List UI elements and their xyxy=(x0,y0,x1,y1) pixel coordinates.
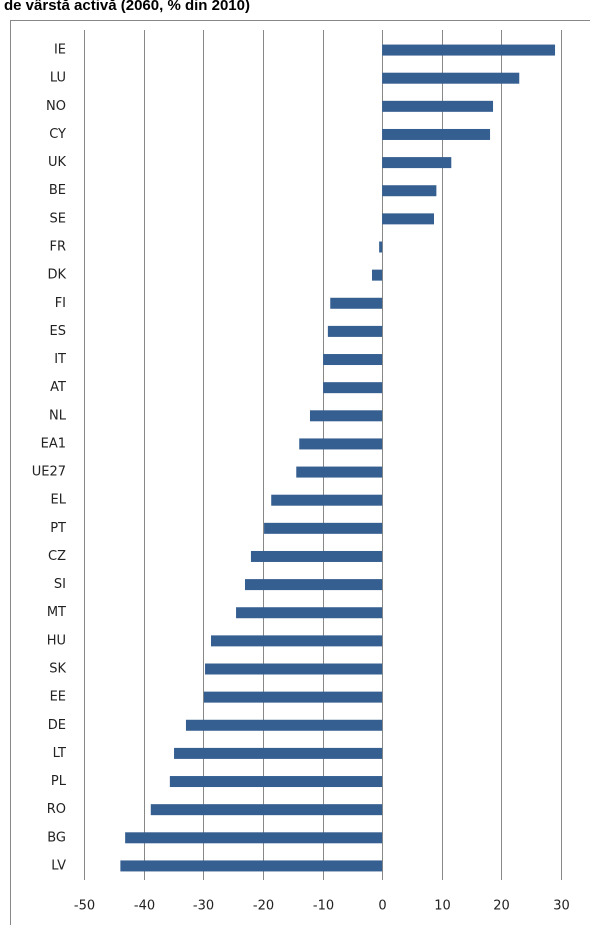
x-tick-label: 0 xyxy=(378,899,386,914)
y-tick-label: AT xyxy=(50,380,66,395)
y-tick-label: LV xyxy=(51,858,66,873)
bar xyxy=(327,325,383,337)
x-tick-label: -30 xyxy=(193,899,214,914)
y-tick-label: SI xyxy=(54,577,66,592)
x-tick-label: 10 xyxy=(434,899,451,914)
y-tick-label: BG xyxy=(47,830,66,845)
bar xyxy=(120,860,383,872)
y-tick-label: SE xyxy=(50,211,66,226)
bar xyxy=(296,466,383,478)
x-tick-label: 30 xyxy=(553,899,570,914)
x-tick-label: -50 xyxy=(74,899,95,914)
y-tick-label: SK xyxy=(49,662,66,677)
bar xyxy=(382,44,556,56)
y-tick-label: PT xyxy=(50,521,66,536)
bar xyxy=(236,607,383,619)
y-tick-label: NL xyxy=(49,408,67,423)
y-tick-label: RO xyxy=(47,802,66,817)
x-tick-label: 20 xyxy=(493,899,510,914)
bar xyxy=(271,494,383,506)
y-tick-label: LU xyxy=(50,71,66,86)
x-tick-label: -10 xyxy=(313,899,334,914)
y-tick-label: FR xyxy=(49,240,66,255)
y-tick-label: NO xyxy=(46,99,66,114)
y-tick-label: FI xyxy=(55,296,66,311)
bar xyxy=(244,579,383,591)
x-tick-label: -20 xyxy=(253,899,274,914)
y-tick-label: DK xyxy=(47,268,66,283)
bar xyxy=(299,438,383,450)
bar xyxy=(264,522,383,534)
y-tick-label: LT xyxy=(53,746,66,761)
y-tick-label: ES xyxy=(50,324,66,339)
bar xyxy=(382,185,437,197)
bar xyxy=(323,382,383,394)
bar xyxy=(203,691,383,703)
x-tick-label: -40 xyxy=(134,899,155,914)
bar xyxy=(382,72,520,84)
bar xyxy=(205,663,383,675)
y-tick-label: UE27 xyxy=(32,465,66,480)
bar xyxy=(330,297,383,309)
bar xyxy=(250,550,383,562)
y-tick-label: EL xyxy=(51,493,67,508)
y-tick-label: PL xyxy=(51,774,67,789)
chart-title: de vârstă activă (2060, % din 2010) xyxy=(4,0,250,14)
y-tick-label: EE xyxy=(50,690,66,705)
bar xyxy=(382,213,434,225)
bar xyxy=(371,269,383,281)
y-tick-label: DE xyxy=(48,718,66,733)
y-tick-label: CZ xyxy=(48,549,66,564)
bar xyxy=(125,832,383,844)
bar xyxy=(169,776,383,788)
bar xyxy=(174,747,383,759)
chart-frame xyxy=(10,20,590,925)
bar xyxy=(323,354,383,366)
bar xyxy=(309,410,383,422)
y-tick-label: MT xyxy=(47,605,66,620)
y-tick-label: CY xyxy=(49,127,66,142)
bar xyxy=(382,100,494,112)
y-tick-label: IT xyxy=(54,352,66,367)
bar xyxy=(185,719,383,731)
bar xyxy=(150,804,383,816)
bar xyxy=(382,157,452,169)
y-tick-label: UK xyxy=(48,155,67,170)
bar xyxy=(382,128,491,140)
y-tick-label: HU xyxy=(47,633,66,648)
bar xyxy=(211,635,383,647)
bar xyxy=(379,241,383,253)
y-tick-label: EA1 xyxy=(41,436,66,451)
y-tick-label: BE xyxy=(49,183,66,198)
y-tick-label: IE xyxy=(54,43,66,58)
